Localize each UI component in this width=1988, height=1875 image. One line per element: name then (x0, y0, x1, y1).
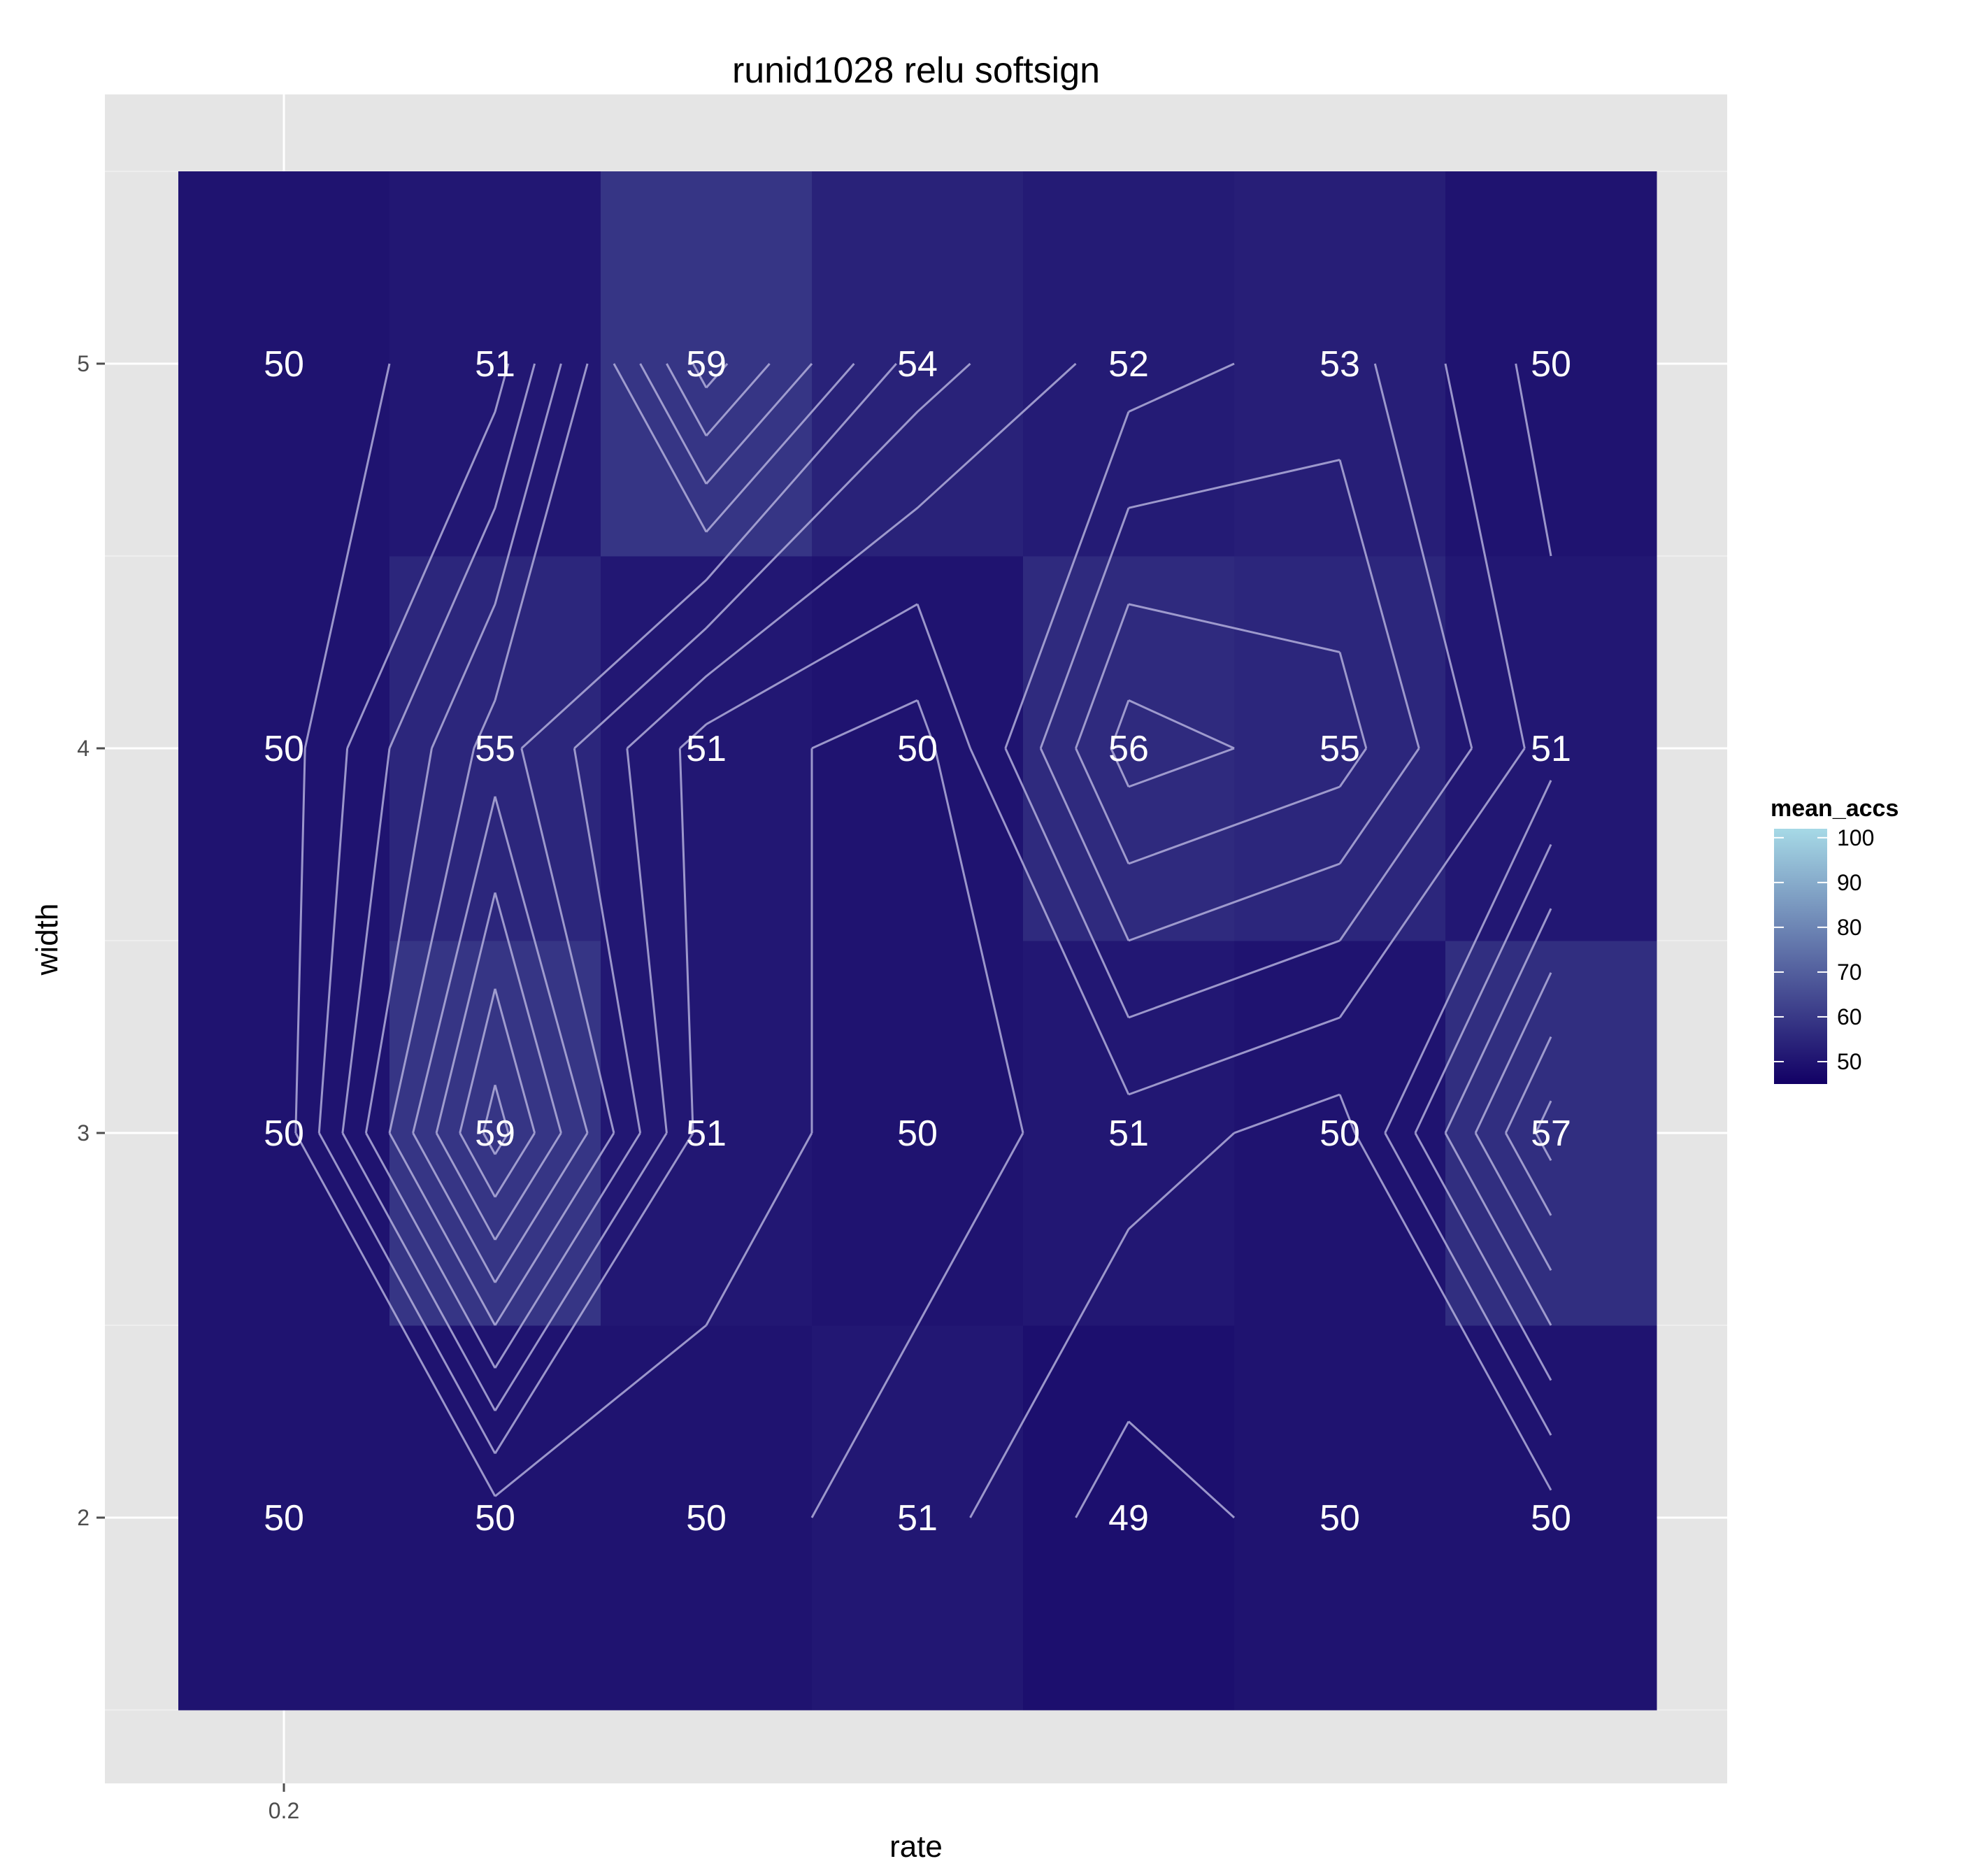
legend: mean_accs 100 90 80 70 60 50 (1771, 795, 1898, 1084)
cell-value-label: 49 (1108, 1498, 1149, 1539)
cell-labels: 50 50 50 51 49 50 50 50 59 51 50 51 50 57 50 55 51 50 56 55… (264, 344, 1571, 1539)
cell-value-label: 53 (1320, 344, 1360, 385)
chart-title: runid1028 relu softsign (732, 50, 1100, 91)
heatmap-tile (1234, 1325, 1446, 1711)
heatmap-tile (389, 941, 601, 1326)
contour-line (435, 363, 1552, 1241)
legend-tick-label: 100 (1837, 825, 1874, 850)
cell-value-label: 50 (897, 1113, 938, 1154)
axes: 2 3 4 5 0.2 (77, 351, 299, 1823)
cell-value-label: 50 (264, 1498, 304, 1539)
heatmap-tile (178, 1325, 390, 1711)
cell-value-label: 50 (1531, 344, 1571, 385)
cell-value-label: 50 (1320, 1498, 1360, 1539)
heatmap-tile (178, 556, 390, 941)
heatmap-tile (178, 941, 390, 1326)
cell-value-label: 55 (1320, 729, 1360, 769)
heatmap-tiles (178, 171, 1657, 1711)
contour-line (341, 362, 1552, 1411)
legend-tick-label: 60 (1837, 1004, 1862, 1029)
heatmap-tile (601, 1325, 813, 1711)
cell-value-label: 50 (264, 344, 304, 385)
heatmap-tile (812, 556, 1024, 941)
cell-value-label: 51 (686, 729, 727, 769)
cell-value-label: 55 (475, 729, 515, 769)
cell-value-label: 50 (1320, 1113, 1360, 1154)
cell-value-label: 50 (264, 1113, 304, 1154)
cell-value-label: 50 (897, 729, 938, 769)
heatmap-tile (1234, 941, 1446, 1326)
cell-value-label: 51 (686, 1113, 727, 1154)
heatmap-tile (178, 171, 390, 557)
legend-tick-label: 70 (1837, 960, 1862, 985)
heatmap-tile (1445, 556, 1657, 941)
contour-line (1075, 1420, 1236, 1519)
x-tick-label: 0.2 (269, 1798, 299, 1823)
x-axis-title: rate (889, 1830, 943, 1864)
heatmap-tile (1023, 1325, 1235, 1711)
legend-tick-label: 50 (1837, 1049, 1862, 1074)
cell-value-label: 50 (1531, 1498, 1571, 1539)
cell-value-label: 50 (686, 1498, 727, 1539)
contour-line (482, 363, 729, 1155)
legend-title: mean_accs (1771, 795, 1898, 822)
cell-value-label: 51 (1108, 1113, 1149, 1154)
cell-value-label: 50 (475, 1498, 515, 1539)
heatmap-tile (601, 941, 813, 1326)
cell-value-label: 59 (686, 344, 727, 385)
cell-value-label: 52 (1108, 344, 1149, 385)
heatmap-tile (1445, 1325, 1657, 1711)
cell-value-label: 56 (1108, 729, 1149, 769)
heatmap-tile (389, 1325, 601, 1711)
contour-line (317, 363, 1552, 1455)
cell-value-label: 57 (1531, 1113, 1571, 1154)
y-tick-label: 3 (77, 1120, 90, 1146)
heatmap-tile (812, 171, 1024, 557)
y-tick-label: 2 (77, 1505, 90, 1530)
heatmap-tile (1234, 556, 1446, 941)
heatmap-tile (812, 941, 1024, 1326)
cell-value-label: 51 (897, 1498, 938, 1539)
heatmap-tile (389, 171, 601, 557)
y-tick-label: 4 (77, 736, 90, 761)
heatmap-tile (812, 1325, 1024, 1711)
heatmap-tile (1023, 941, 1235, 1326)
contour-line (364, 362, 1552, 1369)
legend-tick-label: 90 (1837, 870, 1862, 895)
cell-value-label: 51 (475, 344, 515, 385)
cell-value-label: 51 (1531, 729, 1571, 769)
legend-colorbar (1774, 829, 1827, 1084)
contour-line (294, 363, 1552, 1518)
heatmap-tile (1445, 941, 1657, 1326)
heatmap-tile (1445, 171, 1657, 557)
legend-tick-label: 80 (1837, 915, 1862, 940)
y-axis-title: width (30, 904, 64, 976)
contour-line (412, 363, 1552, 1283)
cell-value-label: 50 (264, 729, 304, 769)
y-tick-label: 5 (77, 351, 90, 376)
heatmap-tile (1234, 171, 1446, 557)
contour-lines (294, 362, 1552, 1519)
contour-line (459, 363, 771, 1198)
heatmap-tile (389, 556, 601, 941)
cell-value-label: 54 (897, 344, 938, 385)
contour-line (388, 363, 1552, 1326)
heatmap-tile (601, 171, 813, 557)
cell-value-label: 59 (475, 1113, 515, 1154)
